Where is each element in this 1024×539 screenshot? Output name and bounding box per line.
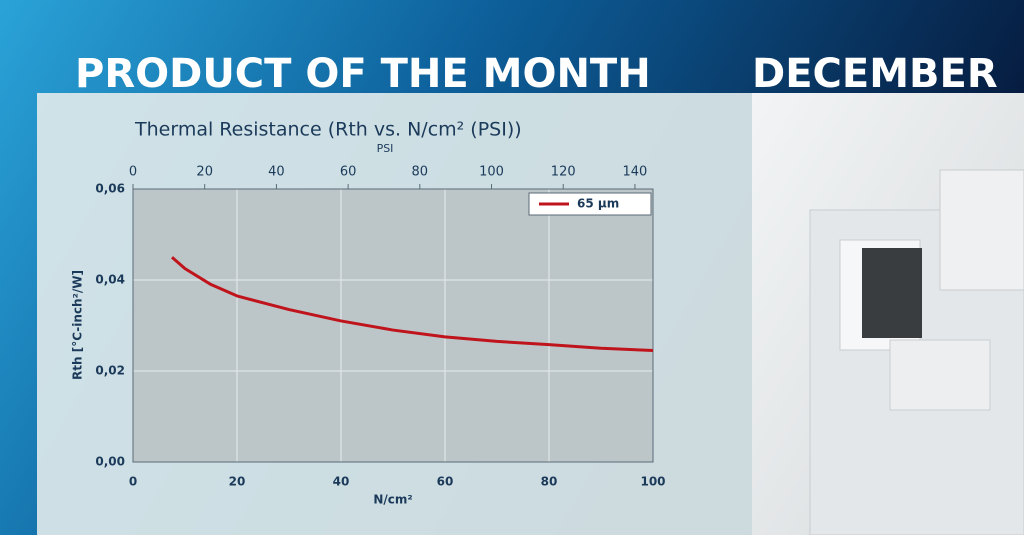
x2-axis-label: PSI [377,142,394,155]
banner-month: DECEMBER [752,51,998,97]
x2-tick-label: 20 [196,165,213,180]
legend-label: 65 µm [577,197,619,211]
connector [889,339,991,411]
y-tick-label: 0,06 [95,182,125,196]
x2-tick-label: 140 [623,165,648,180]
y-tick-label: 0,00 [95,455,125,469]
x-tick-label: 0 [129,475,137,489]
x-tick-label: 60 [437,475,454,489]
legend-box [528,192,652,216]
heatsink [939,169,1024,291]
x-tick-label: 100 [640,475,665,489]
x2-tick-label: 100 [479,165,504,180]
x-tick-label: 40 [333,475,350,489]
y-tick-label: 0,04 [95,273,125,287]
y-axis-label: Rth [°C-inch²/W] [71,270,85,380]
chip-core [862,248,922,338]
x2-tick-label: 60 [340,165,357,180]
x2-tick-label: 0 [129,165,137,180]
banner-title: PRODUCT OF THE MONTH [75,51,651,97]
y-tick-label: 0,02 [95,364,125,378]
x2-tick-label: 80 [412,165,429,180]
x2-tick-label: 120 [551,165,576,180]
x2-tick-label: 40 [268,165,285,180]
plot-frame [132,188,654,463]
series-line [171,256,654,353]
plot-area [133,189,653,462]
x-tick-label: 20 [229,475,246,489]
x-axis-label: N/cm² [373,493,412,507]
chart-title: Thermal Resistance (Rth vs. N/cm² (PSI)) [134,119,522,141]
x-tick-label: 80 [541,475,558,489]
